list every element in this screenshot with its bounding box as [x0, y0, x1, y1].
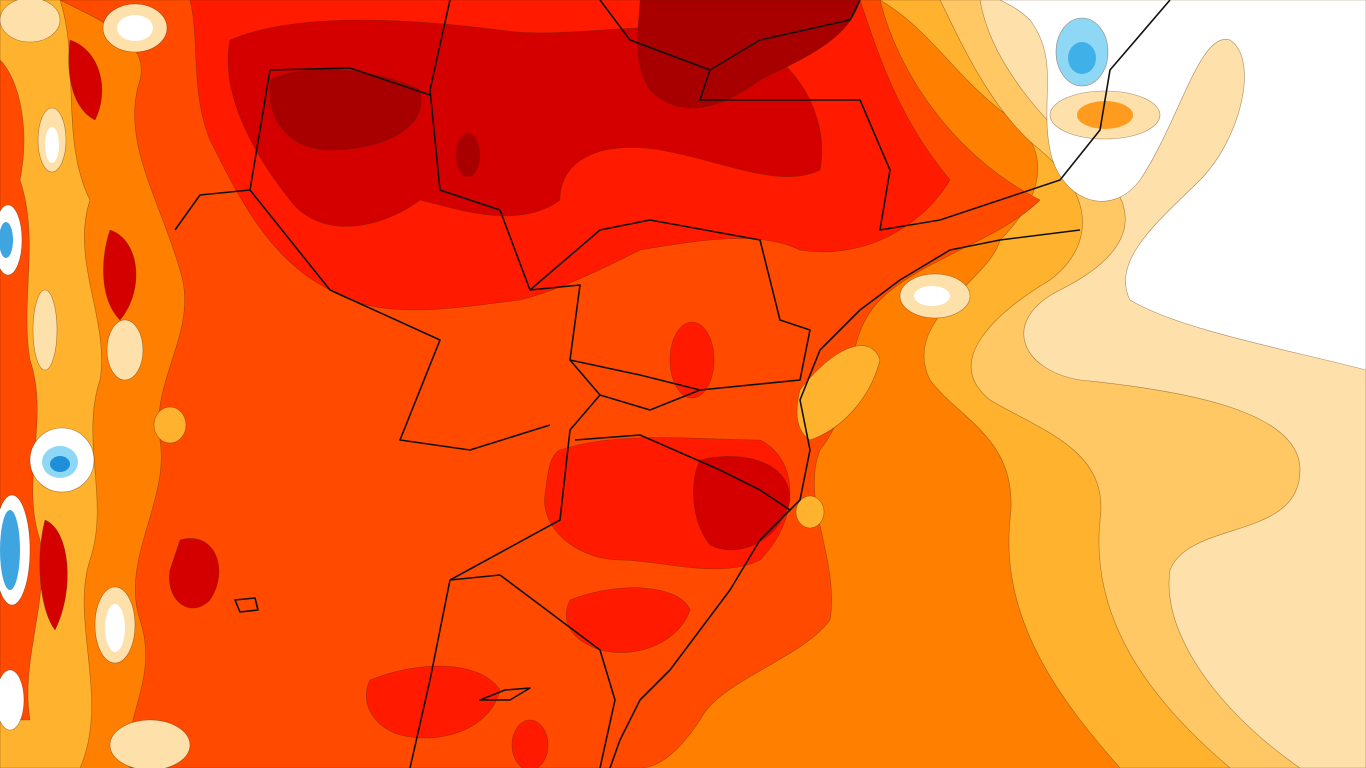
cool-spot [1068, 42, 1096, 74]
peak-area [456, 133, 480, 177]
mild-spot [0, 0, 61, 43]
western-belt [103, 229, 137, 321]
neutral-spot [117, 15, 153, 41]
very-hot-area [365, 665, 501, 739]
warm-spot [153, 406, 187, 444]
very-hot-area [511, 719, 549, 768]
border [529, 219, 811, 411]
border [174, 67, 551, 451]
neutral-spot [0, 669, 25, 731]
warm-spot [796, 345, 881, 441]
mild-spot [106, 319, 144, 381]
warm-spot [1077, 101, 1133, 129]
warm-spot [795, 495, 825, 529]
neutral-spot [914, 286, 950, 306]
peak-area [637, 0, 861, 109]
border [449, 359, 791, 768]
coastline [609, 229, 1081, 768]
very-hot-area [565, 587, 691, 653]
border [599, 0, 1171, 231]
neutral-spot [45, 127, 59, 163]
cool-spot [0, 222, 13, 258]
western-belt [68, 39, 103, 121]
peak-area [269, 68, 422, 151]
mild-spot [109, 719, 191, 768]
mild-spot [32, 289, 58, 371]
western-belt [169, 538, 220, 609]
cool-spot [0, 510, 20, 590]
neutral-spot [105, 604, 125, 652]
cool-spot [50, 456, 70, 472]
extreme-area [693, 456, 791, 551]
lake [234, 597, 531, 701]
western-belt [39, 519, 68, 631]
very-hot-area [669, 321, 715, 399]
